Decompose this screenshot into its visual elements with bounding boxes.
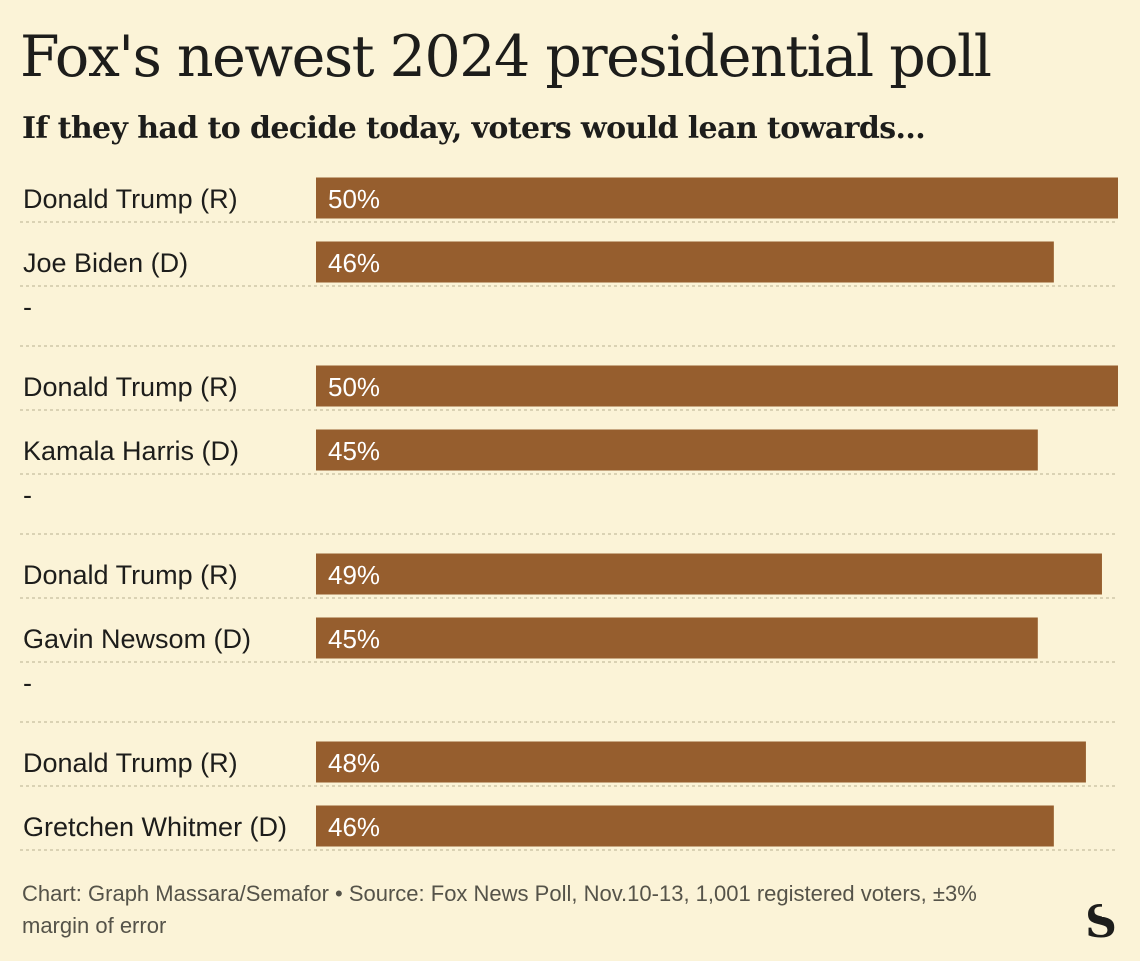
- chart-subtitle: If they had to decide today, voters woul…: [22, 111, 926, 146]
- poll-bar-chart: Donald Trump (R) 50% Joe Biden (D) 46% - Dona…: [20, 177, 1118, 851]
- bar: [316, 741, 1086, 783]
- bar-value-label: 48%: [328, 748, 380, 778]
- chart-title: Fox's newest 2024 presidential poll: [20, 24, 992, 90]
- bar-value-label: 45%: [328, 624, 380, 654]
- row-label: Gavin Newsom (D): [23, 624, 251, 654]
- group-separator-label: -: [23, 292, 32, 322]
- bar: [316, 177, 1118, 219]
- bar-value-label: 49%: [328, 560, 380, 590]
- bar: [316, 429, 1038, 471]
- bar-value-label: 45%: [328, 436, 380, 466]
- bar-value-label: 46%: [328, 812, 380, 842]
- row-label: Donald Trump (R): [23, 184, 238, 214]
- bar-value-label: 50%: [328, 184, 380, 214]
- row-label: Kamala Harris (D): [23, 436, 239, 466]
- row-label: Donald Trump (R): [23, 372, 238, 402]
- bar-value-label: 46%: [328, 248, 380, 278]
- semafor-s-logo: S: [1085, 900, 1120, 942]
- group-separator-label: -: [23, 480, 32, 510]
- row-label: Donald Trump (R): [23, 560, 238, 590]
- source-note: Chart: Graph Massara/Semafor • Source: F…: [22, 881, 977, 938]
- bar-value-label: 50%: [328, 372, 380, 402]
- bar: [316, 365, 1118, 407]
- bar: [316, 617, 1038, 659]
- bar: [316, 805, 1054, 847]
- bar: [316, 553, 1102, 595]
- row-label: Joe Biden (D): [23, 248, 188, 278]
- row-label: Donald Trump (R): [23, 748, 238, 778]
- group-separator-label: -: [23, 668, 32, 698]
- bar: [316, 241, 1054, 283]
- row-label: Gretchen Whitmer (D): [23, 812, 287, 842]
